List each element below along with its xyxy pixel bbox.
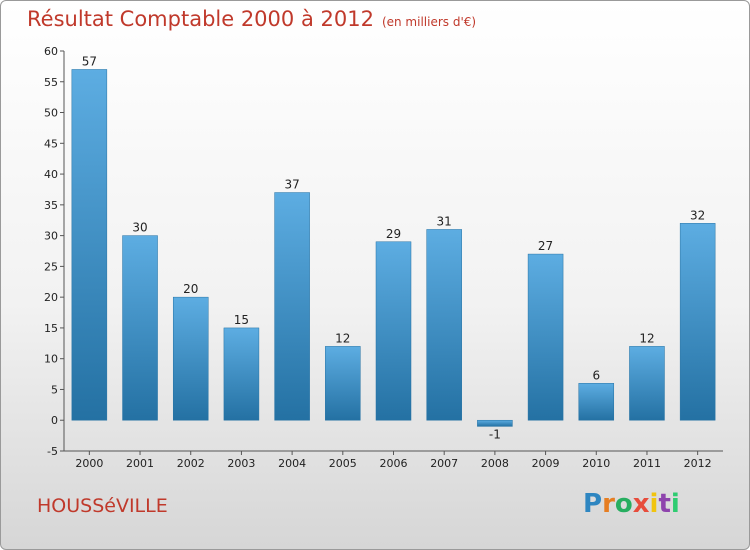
y-tick-label: 15	[44, 322, 58, 335]
y-tick-label: 55	[44, 76, 58, 89]
data-label: 30	[132, 221, 147, 235]
bar	[629, 346, 665, 421]
y-tick-label: 45	[44, 137, 58, 150]
data-label: 32	[690, 208, 705, 222]
x-tick-label: 2000	[75, 457, 103, 470]
y-tick-label: 30	[44, 230, 58, 243]
proxiti-logo: Proxiti	[583, 489, 680, 519]
bar	[578, 383, 615, 421]
data-label: 27	[538, 239, 553, 253]
bar	[375, 241, 412, 421]
bar	[274, 192, 310, 421]
bar	[223, 327, 260, 421]
data-label: 29	[386, 227, 401, 241]
y-tick-label: 50	[44, 107, 58, 120]
bar	[71, 69, 108, 421]
y-tick-label: 20	[44, 291, 58, 304]
data-label: 6	[592, 368, 600, 382]
chart-title: Résultat Comptable 2000 à 2012 (en millie…	[27, 7, 476, 31]
x-tick-label: 2001	[126, 457, 154, 470]
x-tick-label: 2009	[532, 457, 560, 470]
logo-letter: i	[649, 489, 659, 519]
bar	[679, 223, 716, 421]
logo-letter: o	[614, 489, 633, 519]
bar	[122, 235, 158, 421]
x-tick-label: 2005	[329, 457, 357, 470]
data-label: 20	[183, 282, 198, 296]
data-label: 12	[335, 331, 350, 345]
bar	[172, 296, 209, 421]
y-tick-label: 0	[51, 414, 58, 427]
data-label: 15	[234, 313, 249, 327]
chart-subtitle: (en milliers d'€)	[381, 15, 477, 29]
x-tick-label: 2007	[430, 457, 458, 470]
y-tick-label: 5	[51, 383, 58, 396]
y-tick-label: 60	[44, 45, 58, 58]
bar	[325, 346, 361, 421]
x-tick-label: 2004	[278, 457, 306, 470]
logo-letter: x	[632, 489, 650, 519]
x-tick-label: 2011	[633, 457, 661, 470]
bar	[477, 419, 513, 427]
data-label: -1	[489, 427, 501, 441]
x-tick-label: 2012	[684, 457, 712, 470]
x-tick-label: 2010	[582, 457, 610, 470]
title-text: Résultat Comptable 2000 à 2012	[27, 7, 374, 31]
data-label: 12	[639, 331, 654, 345]
y-tick-label: 10	[44, 353, 58, 366]
y-tick-label: -5	[47, 445, 58, 458]
y-tick-label: 25	[44, 260, 58, 273]
bar	[426, 229, 462, 421]
logo-letter: P	[583, 489, 603, 519]
logo-letter: r	[602, 489, 615, 519]
x-tick-label: 2003	[227, 457, 255, 470]
data-label: 37	[284, 178, 299, 192]
y-tick-label: 40	[44, 168, 58, 181]
logo-letter: i	[670, 489, 680, 519]
data-label: 31	[437, 214, 452, 228]
x-tick-label: 2006	[380, 457, 408, 470]
logo-letter: t	[658, 489, 671, 519]
bar	[527, 253, 564, 421]
y-tick-label: 35	[44, 199, 58, 212]
data-label: 57	[82, 54, 97, 68]
x-tick-label: 2008	[481, 457, 509, 470]
commune-name: HOUSSéVILLE	[37, 495, 168, 517]
x-tick-label: 2002	[177, 457, 205, 470]
